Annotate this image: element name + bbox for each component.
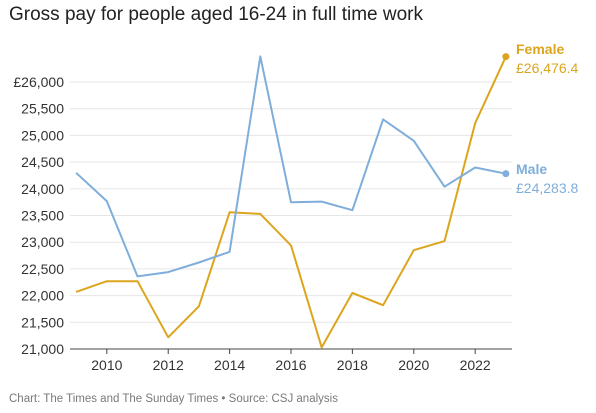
series-end-value-male: £24,283.8 — [516, 180, 578, 196]
y-tick-label: 25,000 — [21, 127, 64, 143]
chart-source-note: Chart: The Times and The Sunday Times • … — [9, 393, 338, 405]
series-end-point-male — [502, 170, 510, 178]
y-tick-label: £26,000 — [13, 74, 64, 90]
series-line-female — [75, 56, 507, 349]
y-tick-label: 24,500 — [21, 154, 64, 170]
y-tick-label: 24,000 — [21, 181, 64, 197]
series-label-female: Female — [516, 41, 564, 57]
y-tick-label: 25,500 — [21, 101, 64, 117]
x-tick-label: 2020 — [398, 357, 429, 373]
y-tick-label: 21,500 — [21, 314, 64, 330]
x-tick-label: 2014 — [214, 357, 245, 373]
x-tick-label: 2012 — [153, 357, 184, 373]
series-end-point-female — [502, 53, 510, 61]
x-tick-label: 2018 — [337, 357, 368, 373]
series-end-value-female: £26,476.4 — [516, 60, 578, 76]
y-tick-label: 22,000 — [21, 288, 64, 304]
chart-title: Gross pay for people aged 16-24 in full … — [9, 4, 423, 25]
series-line-male — [75, 55, 507, 278]
y-tick-label: 21,000 — [21, 341, 64, 357]
y-tick-label: 22,500 — [21, 261, 64, 277]
y-tick-label: 23,000 — [21, 234, 64, 250]
x-tick-label: 2022 — [460, 357, 491, 373]
x-tick-label: 2016 — [275, 357, 306, 373]
y-tick-label: 23,500 — [21, 208, 64, 224]
series-label-male: Male — [516, 161, 547, 177]
x-tick-label: 2010 — [91, 357, 122, 373]
